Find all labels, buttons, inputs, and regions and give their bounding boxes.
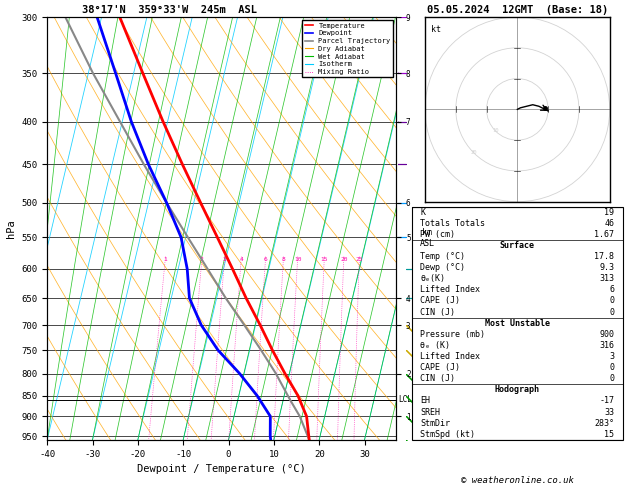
Text: 2: 2	[200, 257, 204, 262]
Text: 25: 25	[355, 257, 363, 262]
Text: 6: 6	[264, 257, 267, 262]
Text: 313: 313	[599, 274, 615, 283]
Text: 10: 10	[493, 128, 499, 133]
Text: Lifted Index: Lifted Index	[420, 285, 481, 295]
Text: 15: 15	[604, 430, 615, 439]
Text: Totals Totals: Totals Totals	[420, 219, 486, 228]
Text: Pressure (mb): Pressure (mb)	[420, 330, 486, 339]
Text: 1: 1	[164, 257, 167, 262]
Text: StmDir: StmDir	[420, 418, 450, 428]
Text: © weatheronline.co.uk: © weatheronline.co.uk	[461, 476, 574, 485]
Text: 283°: 283°	[594, 418, 615, 428]
Text: θₑ (K): θₑ (K)	[420, 341, 450, 350]
Text: CIN (J): CIN (J)	[420, 374, 455, 383]
Y-axis label: hPa: hPa	[6, 219, 16, 238]
Text: 0: 0	[610, 296, 615, 306]
Text: 19: 19	[604, 208, 615, 217]
Y-axis label: km
ASL: km ASL	[420, 228, 435, 248]
Text: CAPE (J): CAPE (J)	[420, 296, 460, 306]
Text: StmSpd (kt): StmSpd (kt)	[420, 430, 476, 439]
Text: 05.05.2024  12GMT  (Base: 18): 05.05.2024 12GMT (Base: 18)	[426, 4, 608, 15]
Text: kt: kt	[431, 25, 441, 35]
Text: θₑ(K): θₑ(K)	[420, 274, 445, 283]
Text: 0: 0	[610, 308, 615, 316]
Text: 6: 6	[610, 285, 615, 295]
Text: 38°17'N  359°33'W  245m  ASL: 38°17'N 359°33'W 245m ASL	[82, 4, 257, 15]
Text: CAPE (J): CAPE (J)	[420, 363, 460, 372]
Text: 10: 10	[294, 257, 301, 262]
Text: Lifted Index: Lifted Index	[420, 352, 481, 361]
Text: 33: 33	[604, 408, 615, 417]
Text: -17: -17	[599, 397, 615, 405]
X-axis label: Dewpoint / Temperature (°C): Dewpoint / Temperature (°C)	[137, 464, 306, 474]
Text: Dewp (°C): Dewp (°C)	[420, 263, 465, 272]
Text: 17.8: 17.8	[594, 252, 615, 261]
Text: 20: 20	[340, 257, 347, 262]
Text: Hodograph: Hodograph	[495, 385, 540, 394]
Text: 9.3: 9.3	[599, 263, 615, 272]
Text: 46: 46	[604, 219, 615, 228]
Text: 1.67: 1.67	[594, 230, 615, 239]
Text: Most Unstable: Most Unstable	[485, 319, 550, 328]
Text: 0: 0	[610, 363, 615, 372]
Text: SREH: SREH	[420, 408, 440, 417]
Text: LCL: LCL	[399, 395, 413, 404]
Text: 20: 20	[471, 150, 477, 155]
Text: PW (cm): PW (cm)	[420, 230, 455, 239]
Text: 900: 900	[599, 330, 615, 339]
Text: 3: 3	[610, 352, 615, 361]
Text: 3: 3	[223, 257, 226, 262]
Text: 0: 0	[610, 374, 615, 383]
Text: 8: 8	[281, 257, 285, 262]
Text: 316: 316	[599, 341, 615, 350]
Text: K: K	[420, 208, 425, 217]
Text: EH: EH	[420, 397, 430, 405]
Text: Surface: Surface	[500, 241, 535, 250]
Legend: Temperature, Dewpoint, Parcel Trajectory, Dry Adiabat, Wet Adiabat, Isotherm, Mi: Temperature, Dewpoint, Parcel Trajectory…	[303, 20, 392, 77]
Text: Temp (°C): Temp (°C)	[420, 252, 465, 261]
Text: 15: 15	[320, 257, 328, 262]
Text: 4: 4	[239, 257, 243, 262]
Text: CIN (J): CIN (J)	[420, 308, 455, 316]
